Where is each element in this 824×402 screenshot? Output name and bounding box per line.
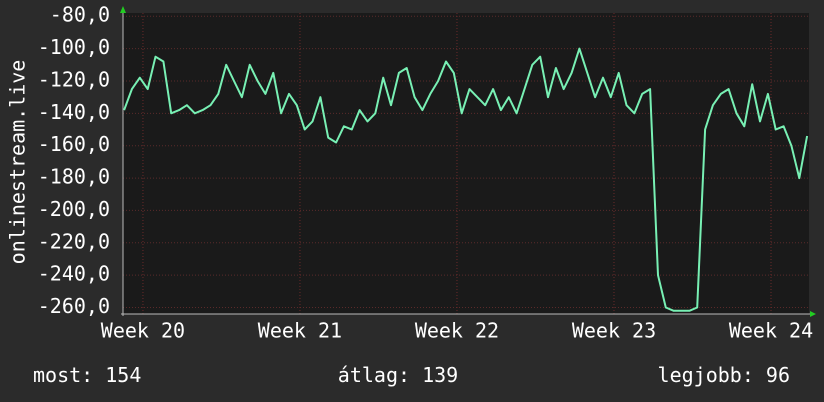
y-tick-label: -80,0 (50, 3, 110, 27)
x-tick-label: Week 22 (415, 319, 499, 343)
footer-current: most: 154 (33, 363, 141, 387)
y-tick-label: -180,0 (38, 165, 110, 189)
x-tick-label: Week 24 (729, 319, 813, 343)
x-tick-label: Week 23 (572, 319, 656, 343)
data-line (123, 47, 809, 312)
y-tick-label: -260,0 (38, 294, 110, 318)
y-tick-label: -240,0 (38, 262, 110, 286)
y-tick-label: -120,0 (38, 67, 110, 91)
y-tick-label: -200,0 (38, 197, 110, 221)
plot (123, 47, 809, 312)
y-tick-label: -160,0 (38, 132, 110, 156)
y-tick-label: -140,0 (38, 100, 110, 124)
x-tick-label: Week 21 (258, 319, 342, 343)
plot-area (123, 13, 809, 314)
y-tick-label: -220,0 (38, 229, 110, 253)
footer-average: átlag: 139 (338, 363, 458, 387)
x-tick-label: Week 20 (101, 319, 185, 343)
footer-best: legjobb: 96 (658, 363, 790, 387)
y-tick-label: -100,0 (38, 35, 110, 59)
y-axis-arrow (120, 6, 126, 13)
y-axis-label: onlinestream.live (6, 60, 30, 265)
grid (123, 13, 809, 314)
x-axis-arrow (810, 311, 816, 317)
